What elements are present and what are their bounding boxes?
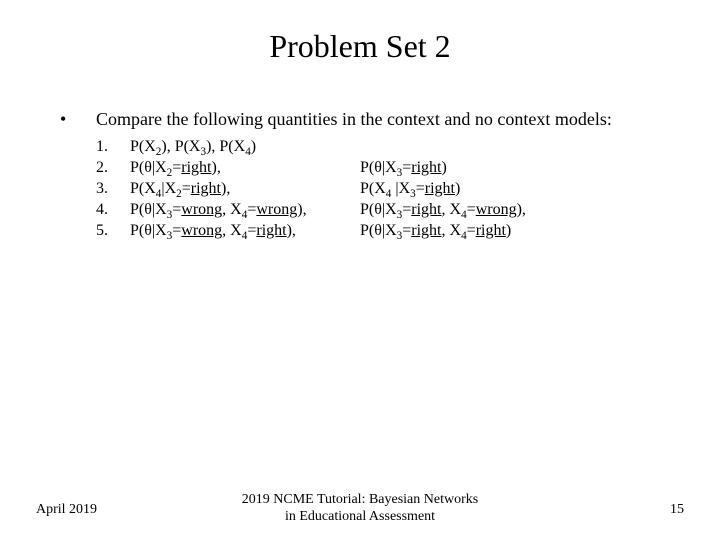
slide-body: • Compare the following quantities in th… [60, 108, 670, 242]
bullet-item: • Compare the following quantities in th… [60, 108, 670, 131]
list-col2: P(θ|X3=right, X4=right) [360, 221, 670, 241]
list-col1: P(X4|X2=right), [130, 179, 360, 199]
list-number: 2. [96, 158, 130, 178]
list-item: 4. P(θ|X3=wrong, X4=wrong), P(θ|X3=right… [96, 200, 670, 220]
list-item: 5. P(θ|X3=wrong, X4=right), P(θ|X3=right… [96, 221, 670, 241]
bullet-marker: • [60, 108, 96, 131]
slide: Problem Set 2 • Compare the following qu… [0, 0, 720, 540]
list-number: 4. [96, 200, 130, 220]
list-col2 [360, 137, 670, 157]
list-col2: P(θ|X3=right) [360, 158, 670, 178]
list-col1: P(X2), P(X3), P(X4) [130, 137, 360, 157]
list-col1: P(θ|X3=wrong, X4=wrong), [130, 200, 360, 220]
list-number: 5. [96, 221, 130, 241]
list-number: 3. [96, 179, 130, 199]
list-number: 1. [96, 137, 130, 157]
list-item: 2. P(θ|X2=right), P(θ|X3=right) [96, 158, 670, 178]
list-col2: P(X4 |X3=right) [360, 179, 670, 199]
list-item: 1. P(X2), P(X3), P(X4) [96, 137, 670, 157]
list-col2: P(θ|X3=right, X4=wrong), [360, 200, 670, 220]
footer-line1: 2019 NCME Tutorial: Bayesian Networks [242, 492, 478, 507]
slide-title: Problem Set 2 [0, 28, 720, 65]
list-col1: P(θ|X2=right), [130, 158, 360, 178]
bullet-text: Compare the following quantities in the … [96, 108, 670, 131]
footer-line2: in Educational Assessment [285, 509, 435, 524]
footer-page-number: 15 [670, 502, 684, 518]
footer-title: 2019 NCME Tutorial: Bayesian Networks in… [0, 492, 720, 526]
list-col1: P(θ|X3=wrong, X4=right), [130, 221, 360, 241]
list-item: 3. P(X4|X2=right), P(X4 |X3=right) [96, 179, 670, 199]
numbered-list: 1. P(X2), P(X3), P(X4) 2. P(θ|X2=right),… [96, 137, 670, 241]
